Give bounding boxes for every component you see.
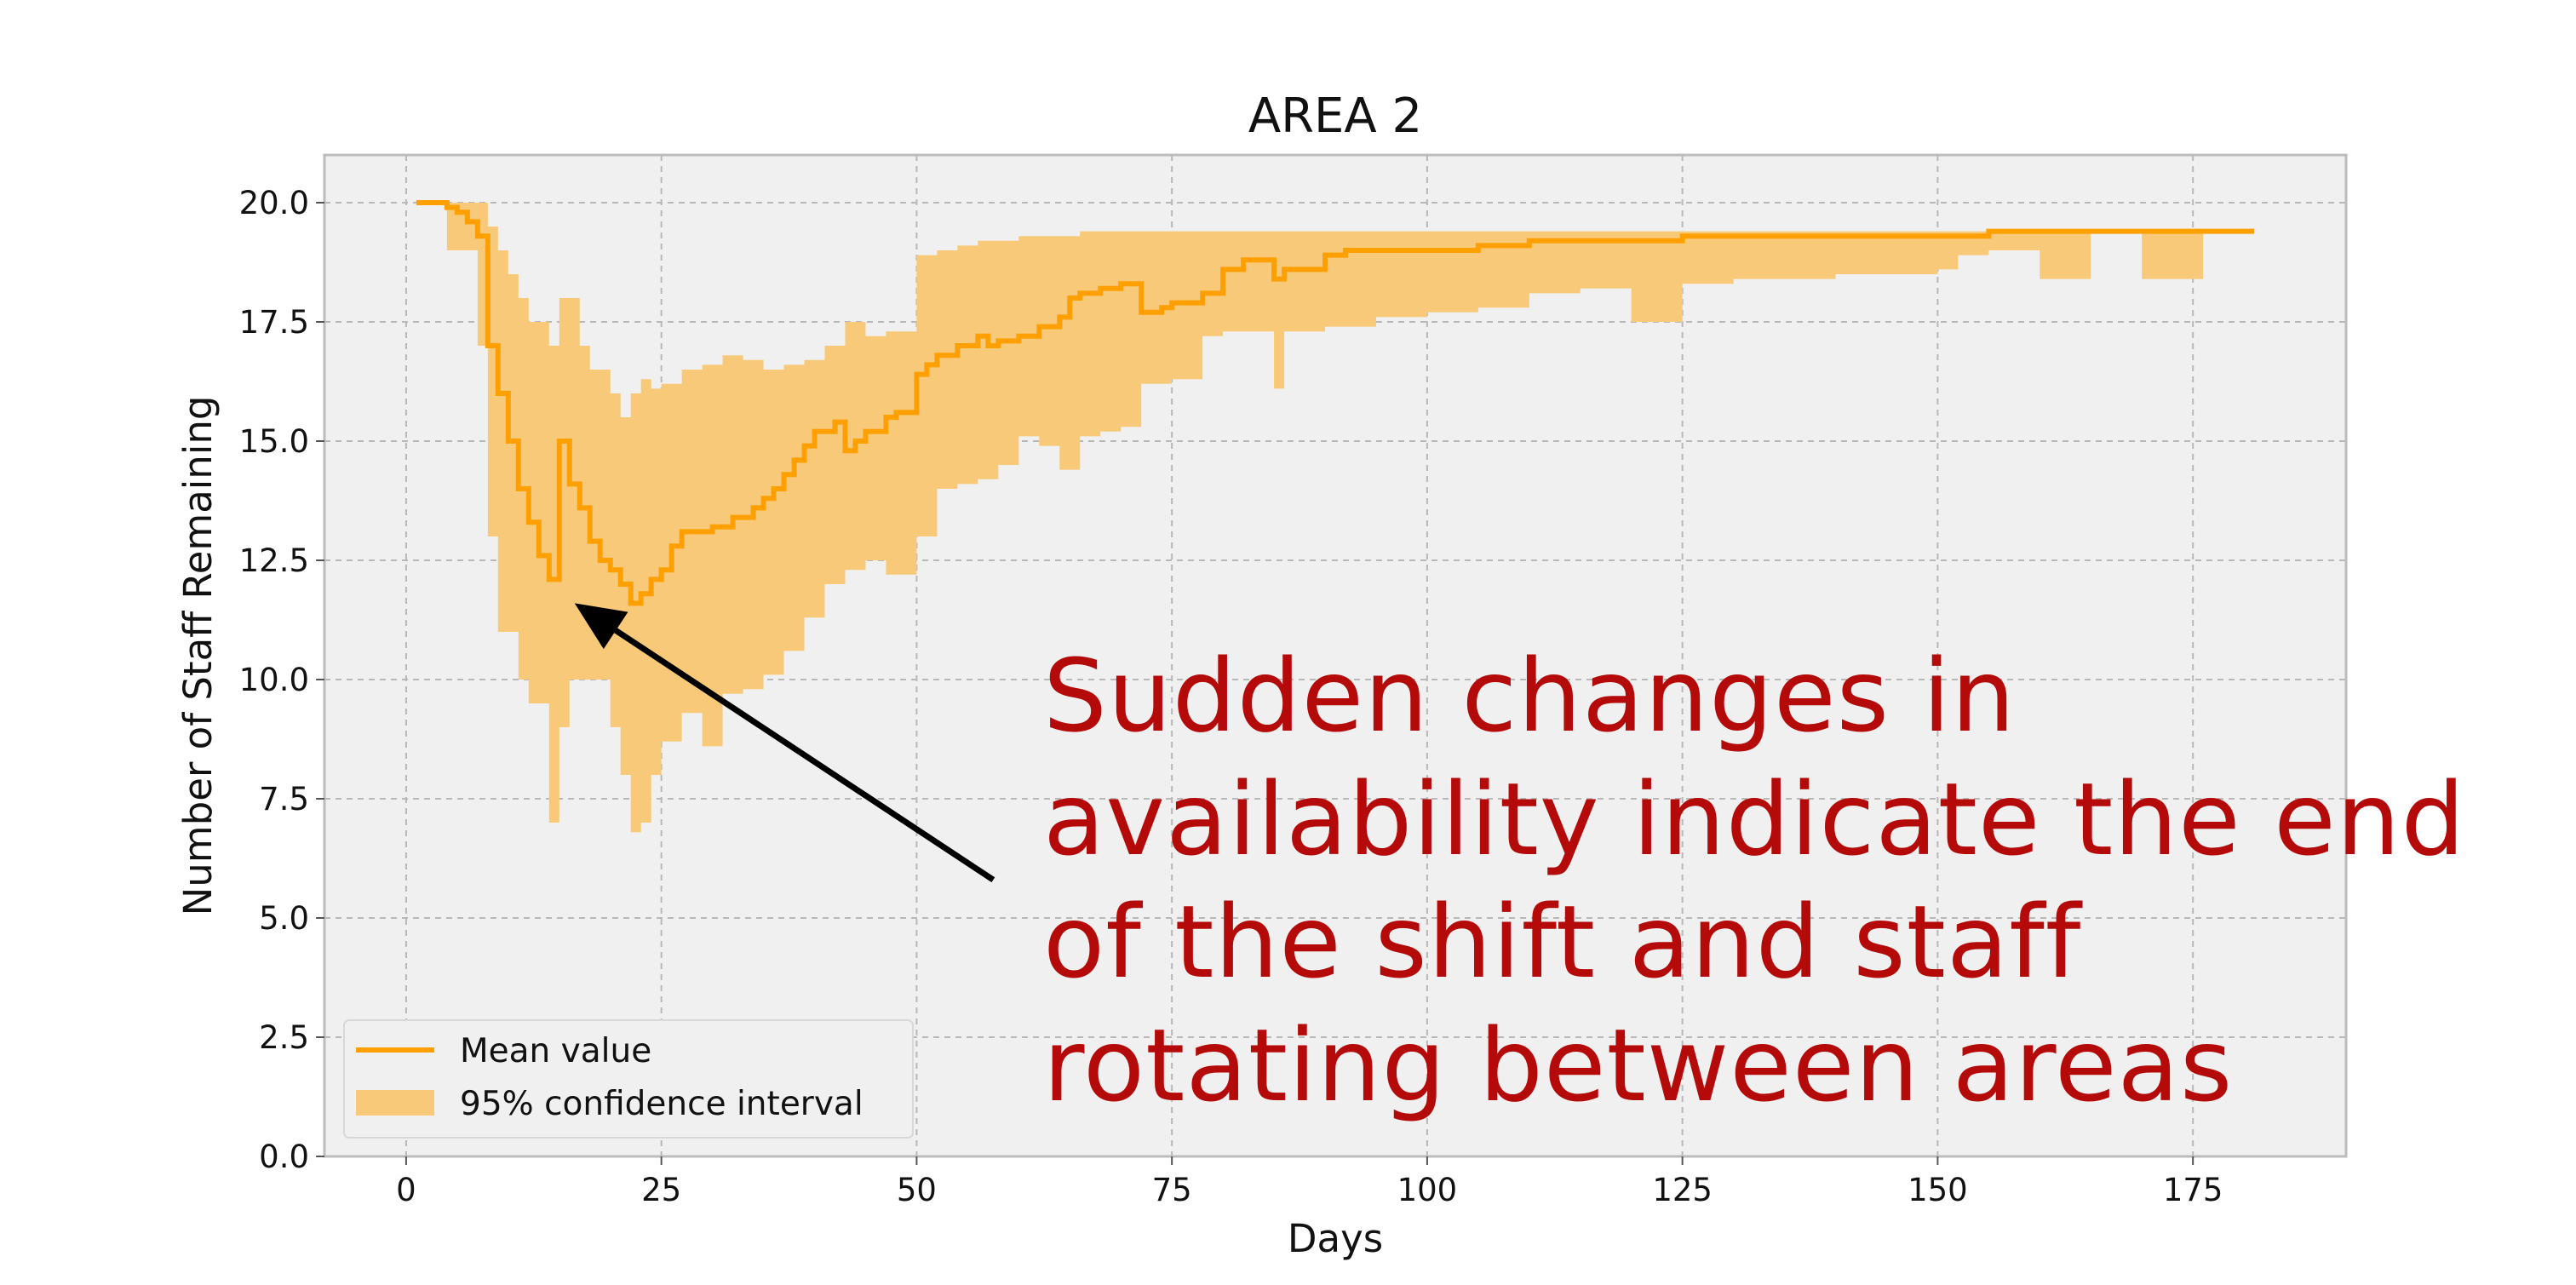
- y-tick-label: 10.0: [239, 662, 309, 698]
- x-tick-label: 100: [1397, 1172, 1458, 1208]
- annotation-arrowhead: [574, 603, 628, 650]
- y-tick-label: 12.5: [239, 542, 309, 579]
- annotation-line-4: rotating between areas: [1043, 1007, 2233, 1124]
- y-tick-label: 20.0: [239, 185, 309, 221]
- x-tick-label: 125: [1652, 1172, 1713, 1208]
- annotation-line-3: of the shift and staff: [1043, 883, 2083, 1001]
- y-tick-label: 7.5: [259, 781, 309, 817]
- annotation-line-1: Sudden changes in: [1043, 637, 2016, 754]
- confidence-interval-band: [416, 203, 2235, 833]
- legend: Mean value 95% confidence interval: [343, 1019, 914, 1139]
- y-tick-label: 2.5: [259, 1019, 309, 1056]
- x-tick-label: 0: [396, 1172, 416, 1208]
- plot-frame: [323, 153, 2348, 1158]
- annotation: Sudden changes in availability indicate …: [574, 603, 2465, 1124]
- mean-value-line: [416, 200, 2255, 606]
- axis-ticks: 0 25 50 75 100 125 150 175 0.0 2.5 5.0 7.5 10.0 12.5 1…: [239, 185, 2223, 1208]
- legend-label-mean: Mean value: [460, 1032, 651, 1070]
- x-tick-label: 50: [897, 1172, 937, 1208]
- y-tick-label: 15.0: [239, 423, 309, 460]
- x-tick-label: 150: [1908, 1172, 1968, 1208]
- legend-box: [343, 1019, 914, 1139]
- legend-label-ci: 95% confidence interval: [460, 1085, 863, 1123]
- y-tick-label: 0.0: [259, 1139, 309, 1175]
- mean-line-layer: [416, 200, 2255, 606]
- y-axis-label: Number of Staff Remaining: [175, 396, 221, 916]
- confidence-band: [416, 203, 2235, 833]
- annotation-arrow: [606, 622, 995, 883]
- y-tick-label: 5.0: [259, 900, 309, 937]
- annotation-line-2: availability indicate the end: [1043, 760, 2465, 878]
- x-tick-label: 25: [641, 1172, 681, 1208]
- chart-title: AREA 2: [1248, 89, 1422, 144]
- y-tick-label: 17.5: [239, 304, 309, 341]
- x-tick-label: 75: [1152, 1172, 1192, 1208]
- x-tick-label: 175: [2163, 1172, 2223, 1208]
- legend-swatch-ci: [356, 1090, 434, 1116]
- x-axis-label: Days: [1288, 1216, 1383, 1261]
